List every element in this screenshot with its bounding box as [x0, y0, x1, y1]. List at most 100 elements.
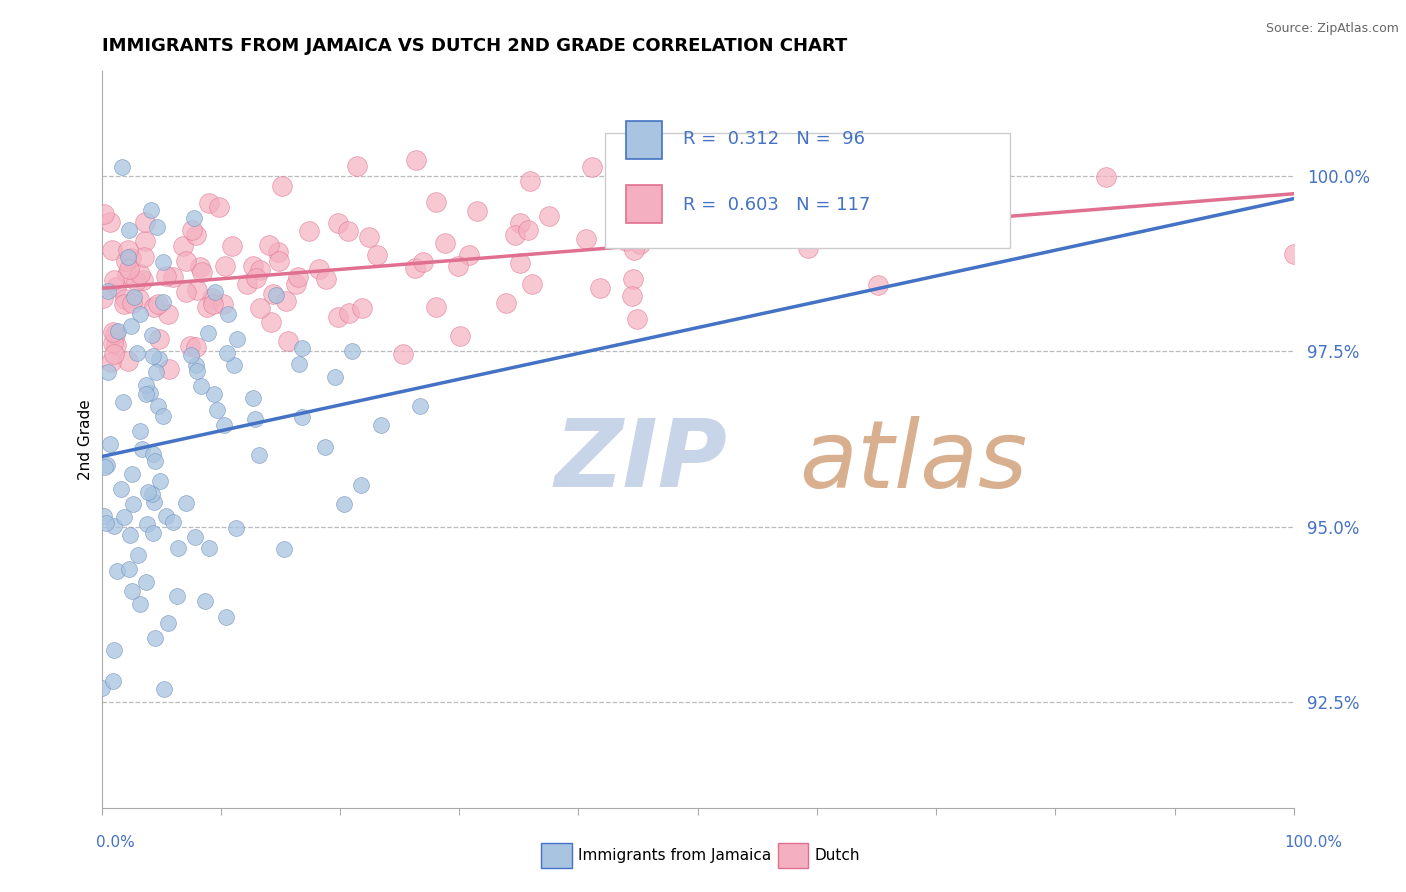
Point	[148, 296, 170, 310]
Point	[181, 223, 204, 237]
Point	[112, 509, 135, 524]
Point	[174, 285, 197, 299]
Point	[509, 217, 531, 231]
Point	[277, 334, 299, 349]
Point	[465, 204, 488, 219]
Point	[797, 241, 820, 255]
Point	[104, 280, 127, 294]
Text: 100.0%: 100.0%	[1285, 836, 1343, 850]
Point	[90, 681, 112, 695]
Point	[267, 253, 290, 268]
Point	[198, 541, 221, 555]
Point	[186, 340, 208, 354]
Text: IMMIGRANTS FROM JAMAICA VS DUTCH 2ND GRADE CORRELATION CHART: IMMIGRANTS FROM JAMAICA VS DUTCH 2ND GRA…	[101, 37, 846, 55]
Point	[157, 361, 180, 376]
Point	[260, 315, 283, 329]
Text: R =  0.603   N = 117: R = 0.603 N = 117	[683, 196, 870, 214]
Point	[190, 379, 212, 393]
Point	[117, 354, 139, 368]
Point	[247, 448, 270, 462]
Point	[217, 307, 239, 321]
Point	[121, 467, 143, 481]
Point	[186, 358, 208, 372]
Point	[120, 318, 142, 333]
Point	[115, 267, 138, 281]
Point	[581, 160, 603, 174]
Point	[172, 239, 194, 253]
Point	[291, 341, 314, 355]
Point	[503, 228, 526, 243]
Point	[425, 194, 447, 209]
Point	[405, 153, 427, 168]
Point	[211, 297, 233, 311]
Point	[122, 496, 145, 510]
Point	[242, 259, 264, 273]
Point	[121, 296, 143, 310]
Point	[142, 300, 165, 314]
FancyBboxPatch shape	[626, 185, 662, 223]
Point	[626, 312, 648, 326]
Point	[128, 597, 150, 611]
Point	[495, 296, 517, 310]
Point	[352, 301, 374, 315]
FancyBboxPatch shape	[605, 134, 1010, 248]
Point	[197, 326, 219, 340]
Point	[202, 387, 225, 401]
Point	[204, 285, 226, 300]
Point	[638, 214, 661, 228]
Point	[614, 234, 637, 248]
Point	[818, 212, 841, 227]
Point	[180, 348, 202, 362]
Text: Immigrants from Jamaica: Immigrants from Jamaica	[578, 848, 770, 863]
Point	[366, 248, 388, 262]
Point	[129, 267, 152, 281]
Point	[94, 460, 117, 475]
Point	[754, 198, 776, 212]
Point	[245, 411, 267, 425]
Point	[337, 306, 360, 320]
Point	[447, 259, 470, 273]
Point	[249, 301, 271, 316]
Point	[117, 243, 139, 257]
Point	[155, 269, 177, 284]
Point	[145, 453, 167, 467]
Point	[273, 542, 295, 557]
Point	[242, 391, 264, 405]
Y-axis label: 2nd Grade: 2nd Grade	[79, 399, 93, 480]
Point	[91, 291, 114, 305]
Text: Source: ZipAtlas.com: Source: ZipAtlas.com	[1265, 22, 1399, 36]
Point	[117, 251, 139, 265]
Point	[184, 530, 207, 544]
Point	[207, 402, 229, 417]
Point	[141, 328, 163, 343]
Point	[142, 350, 165, 364]
Point	[538, 209, 561, 223]
Point	[156, 307, 179, 321]
Point	[115, 253, 138, 268]
Point	[226, 332, 249, 346]
Point	[132, 250, 155, 264]
Text: Dutch: Dutch	[814, 848, 859, 863]
Point	[103, 325, 125, 339]
Point	[110, 482, 132, 496]
Point	[96, 516, 118, 530]
Point	[225, 521, 247, 535]
Point	[509, 255, 531, 269]
Point	[315, 272, 337, 286]
Text: ZIP: ZIP	[554, 416, 727, 508]
Point	[101, 335, 124, 350]
Point	[314, 441, 336, 455]
Point	[194, 594, 217, 608]
Point	[103, 519, 125, 533]
Point	[623, 243, 645, 257]
Point	[621, 272, 644, 286]
Point	[1095, 169, 1118, 184]
Point	[326, 310, 349, 324]
Point	[184, 227, 207, 242]
Point	[100, 355, 122, 369]
Point	[152, 294, 174, 309]
Point	[340, 343, 363, 358]
Point	[267, 245, 290, 260]
Point	[519, 174, 541, 188]
Point	[111, 160, 134, 174]
